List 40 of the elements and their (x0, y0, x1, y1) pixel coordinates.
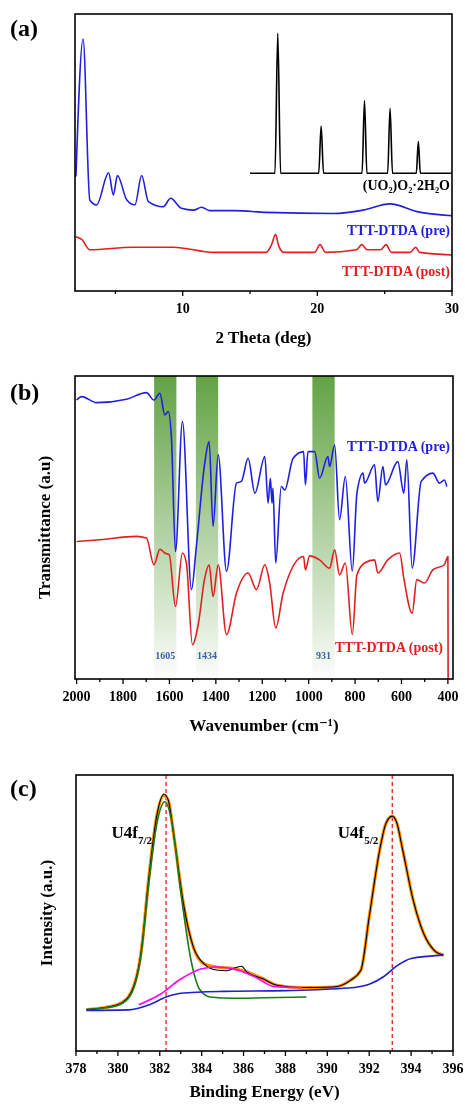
x-tick-label: 386 (233, 1061, 255, 1076)
x-tick-label: 396 (442, 1061, 464, 1076)
x-tick-label: 394 (400, 1061, 422, 1076)
band-label: 931 (316, 650, 332, 661)
x-tick-label: 380 (107, 1061, 129, 1076)
x-tick-label: 800 (344, 689, 366, 704)
x-tick-label: 1000 (294, 689, 323, 704)
x-axis-title: 2 Theta (deg) (215, 328, 312, 347)
x-tick-label: 2000 (62, 689, 91, 704)
x-tick-label: 388 (274, 1061, 296, 1076)
x-tick-label: 1800 (109, 689, 138, 704)
series-label: TTT-DTDA (pre) (346, 439, 451, 455)
band-label: 1434 (197, 650, 218, 661)
x-tick-label: 390 (316, 1061, 338, 1076)
x-axis-title: Wavenumber (cm⁻¹) (189, 716, 339, 735)
chart-title: (a) (10, 15, 38, 41)
x-tick-label: 1200 (248, 689, 277, 704)
x-tick-label: 382 (149, 1061, 171, 1076)
x-tick-label: 1600 (155, 689, 184, 704)
annotation: U4f$_{5/2}$ (337, 822, 379, 846)
band-label: 1605 (155, 650, 176, 661)
x-tick-label: 400 (437, 689, 459, 704)
y-axis-title: Intensity (a.u.) (37, 859, 56, 967)
x-tick-label: 384 (191, 1061, 213, 1076)
x-tick-label: 600 (390, 689, 412, 704)
x-axis-title: Binding Energy (eV) (189, 1082, 340, 1101)
series-label: (UO₂)O₂·2H₂O (362, 178, 451, 194)
series-label: TTT-DTDA (post) (341, 264, 451, 280)
series-label: TTT-DTDA (pre) (346, 223, 451, 239)
x-tick-label: 20 (310, 301, 325, 316)
x-tick-label: 10 (175, 301, 190, 316)
annotation: U4f$_{7/2}$ (111, 822, 153, 846)
x-tick-label: 1400 (201, 689, 230, 704)
x-tick-label: 392 (358, 1061, 380, 1076)
chart-title: (c) (10, 775, 37, 801)
chart-title: (b) (10, 379, 40, 405)
x-tick-label: 378 (65, 1061, 87, 1076)
x-tick-label: 30 (445, 301, 459, 316)
y-axis-title: Transmittance (a.u) (35, 455, 54, 600)
series-label: TTT-DTDA (post) (334, 640, 444, 656)
